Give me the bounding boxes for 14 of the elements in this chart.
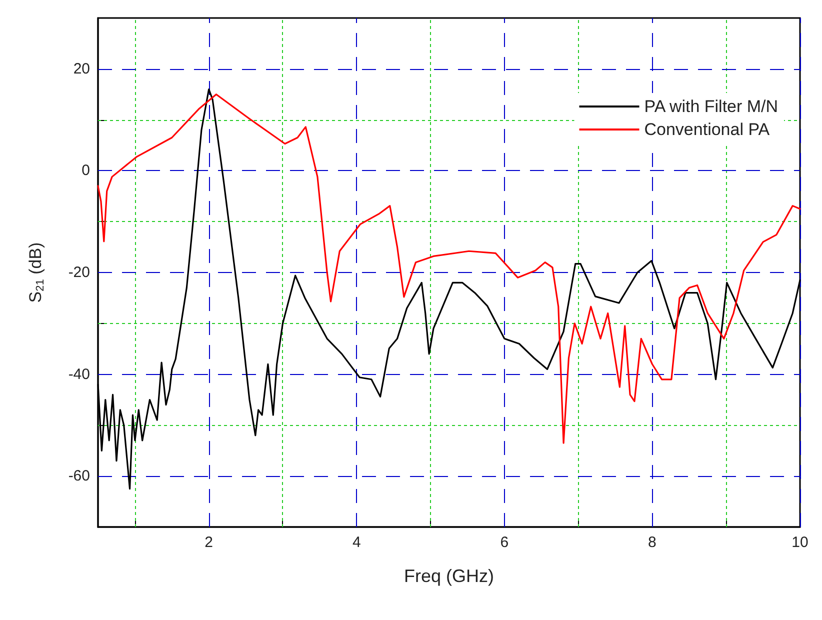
x-tick-label: 4	[352, 534, 361, 551]
y-tick-label: 20	[73, 60, 90, 78]
y-axis-title: S21 (dB)	[26, 242, 46, 303]
y-tick-label: -40	[68, 366, 90, 383]
x-tick-label: 6	[500, 534, 509, 551]
y-tick-label: -60	[68, 468, 90, 485]
legend-label: PA with Filter M/N	[644, 97, 778, 116]
x-tick-label: 10	[792, 534, 808, 551]
x-tick-label: 2	[204, 534, 214, 551]
y-tick-label: -20	[68, 264, 90, 281]
y-tick-label: 0	[82, 162, 90, 180]
legend-label: Conventional PA	[644, 120, 770, 139]
x-tick-label: 8	[648, 534, 656, 551]
x-axis-title: Freq (GHz)	[404, 566, 494, 586]
